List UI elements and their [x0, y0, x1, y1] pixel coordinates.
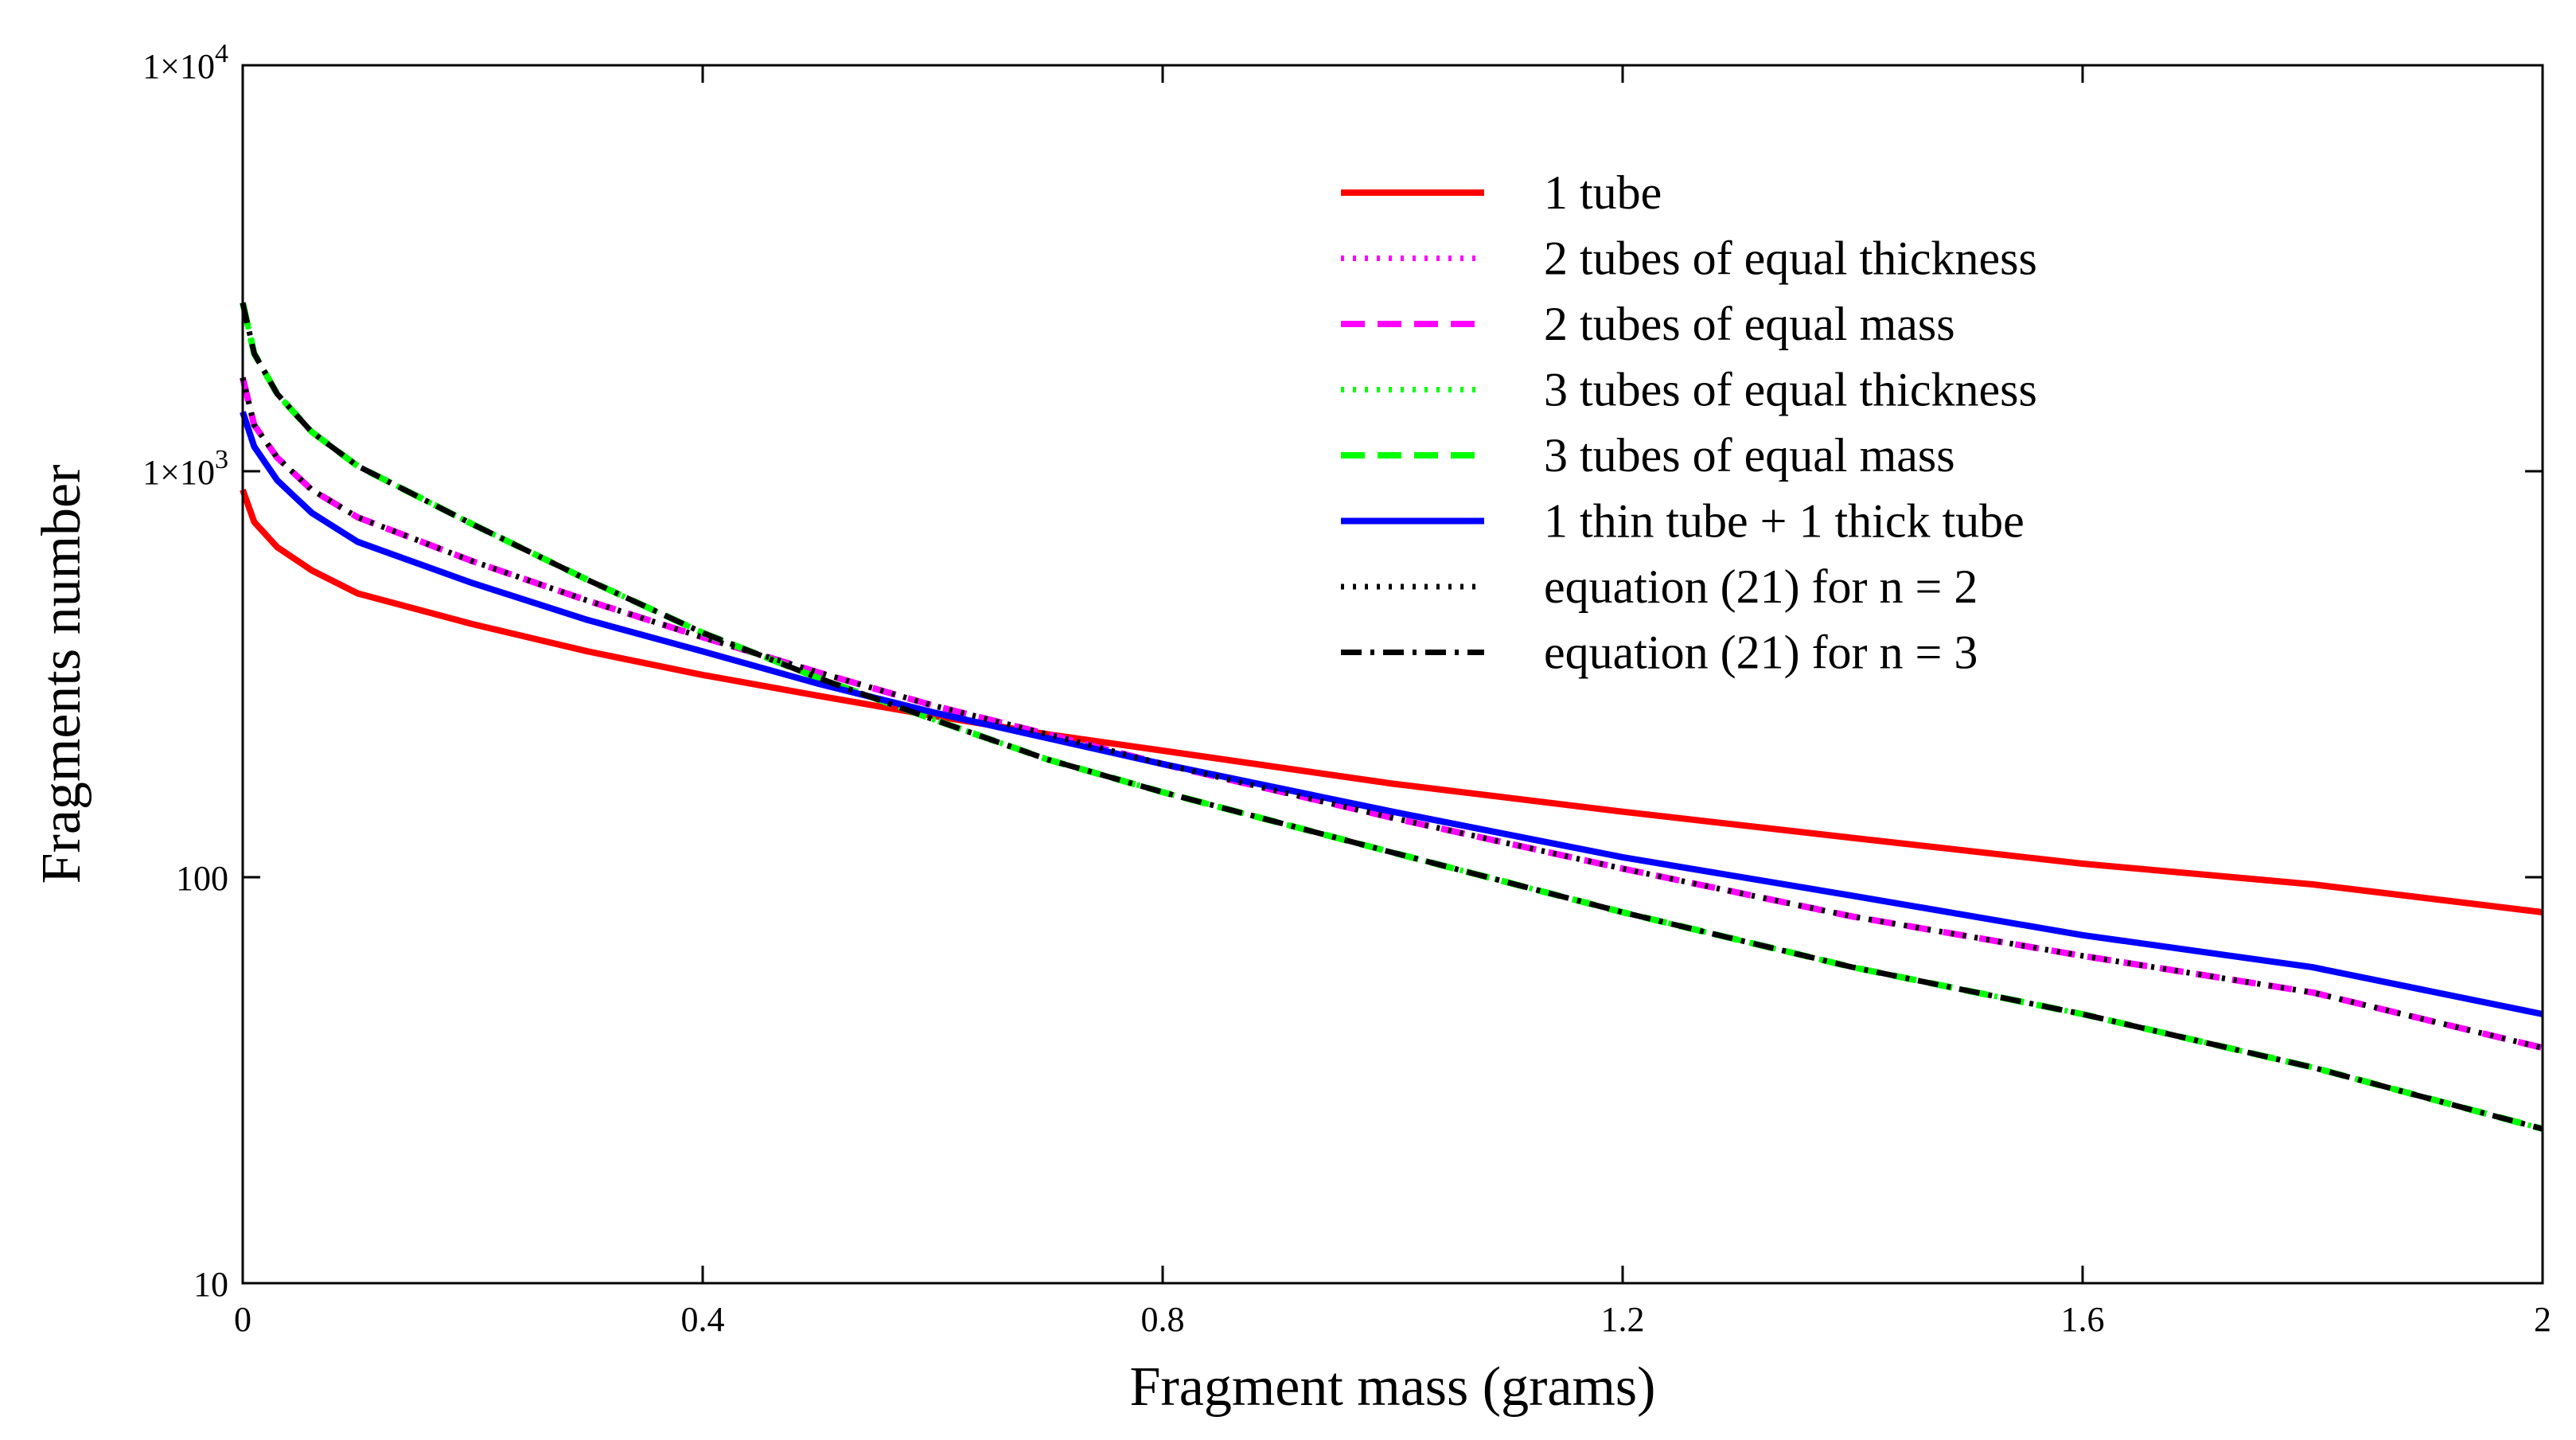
- legend-label-5: 3 tubes of equal mass: [1544, 429, 1955, 482]
- legend-label-2: 2 tubes of equal thickness: [1544, 232, 2037, 285]
- series-layer: [240, 302, 2544, 1132]
- legend-label-4: 3 tubes of equal thickness: [1544, 364, 2037, 416]
- legend-label-1: 1 tube: [1544, 166, 1662, 219]
- y-tick-label: 100: [176, 859, 228, 898]
- legend-label-3: 2 tubes of equal mass: [1544, 298, 1955, 350]
- y-tick-label: 10: [193, 1265, 228, 1304]
- x-tick-label: 0: [234, 1300, 251, 1339]
- series-line-8: [240, 302, 2543, 1132]
- x-axis-title: Fragment mass (grams): [1130, 1356, 1656, 1418]
- x-tick-label: 1.6: [2061, 1300, 2105, 1339]
- series-line-2: [240, 377, 2543, 1051]
- x-tick-label: 2: [2534, 1300, 2551, 1339]
- series-line-4: [240, 302, 2543, 1132]
- legend: 1 tube 2 tubes of equal thickness 2 tubes …: [1341, 166, 2037, 679]
- x-tick-label: 1.2: [1601, 1300, 1645, 1339]
- x-tick-label: 0.8: [1141, 1300, 1185, 1339]
- legend-label-6: 1 thin tube + 1 thick tube: [1544, 495, 2025, 548]
- series-line-6: [240, 411, 2543, 1017]
- ticks-layer: 0 0.4 0.8 1.2 1.6 2 10 100 1×103 1×104: [142, 39, 2551, 1339]
- series-line-7: [240, 377, 2543, 1051]
- y-tick-label: 1×104: [142, 39, 228, 86]
- legend-label-8: equation (21) for n = 3: [1544, 626, 1978, 679]
- series-line-3: [240, 377, 2543, 1052]
- series-line-5: [240, 302, 2544, 1132]
- series-line-1: [240, 488, 2543, 915]
- legend-label-7: equation (21) for n = 2: [1544, 560, 1978, 613]
- plot-frame: [241, 64, 2544, 1285]
- y-tick-label: 1×103: [142, 445, 228, 492]
- y-axis-title: Fragments number: [31, 465, 92, 884]
- x-tick-label: 0.4: [681, 1300, 725, 1339]
